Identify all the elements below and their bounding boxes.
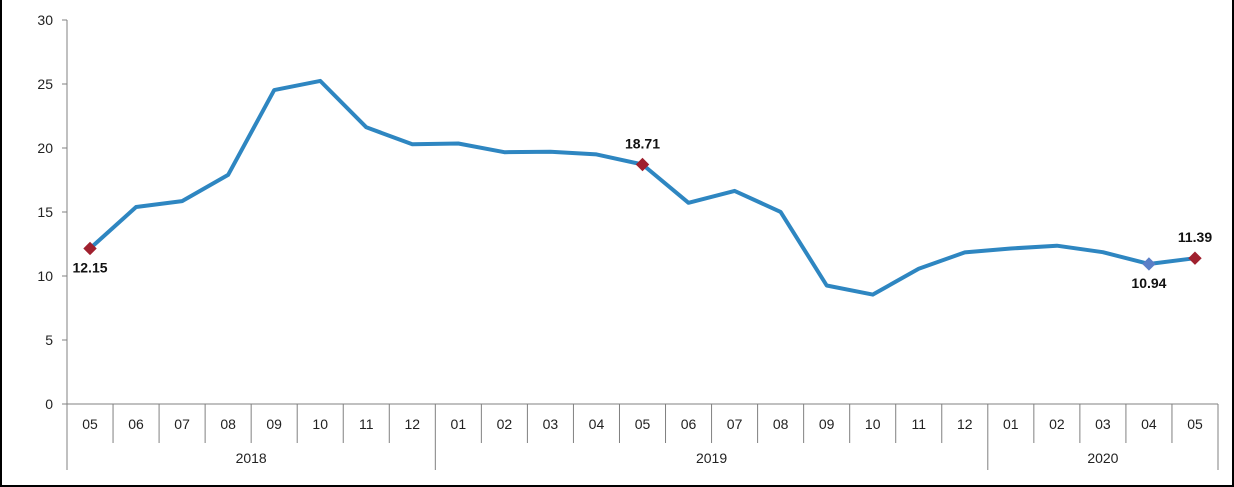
x-tick-label: 11 bbox=[359, 416, 374, 432]
x-tick-label: 10 bbox=[312, 416, 328, 432]
x-tick-label: 01 bbox=[451, 416, 467, 432]
y-axis: 0 5 10 15 20 25 30 bbox=[37, 12, 68, 412]
x-tick-label: 07 bbox=[174, 416, 190, 432]
x-tick-label: 12 bbox=[405, 416, 421, 432]
x-tick-label: 05 bbox=[82, 416, 98, 432]
y-tick-label: 30 bbox=[37, 12, 53, 28]
x-tick-label: 12 bbox=[957, 416, 973, 432]
y-tick-label: 15 bbox=[37, 204, 53, 220]
x-tick-label: 08 bbox=[220, 416, 236, 432]
markers-group bbox=[83, 157, 1202, 271]
x-tick-label: 02 bbox=[1049, 416, 1065, 432]
x-tick-label: 06 bbox=[128, 416, 144, 432]
data-point-marker bbox=[1142, 257, 1156, 271]
y-tick-label: 20 bbox=[37, 140, 53, 156]
data-point-marker bbox=[83, 241, 97, 256]
x-tick-label: 10 bbox=[865, 416, 881, 432]
x-tick-label: 03 bbox=[1095, 416, 1111, 432]
data-point-label: 12.15 bbox=[72, 259, 107, 275]
x-tick-label: 02 bbox=[497, 416, 513, 432]
data-point-label: 10.94 bbox=[1131, 275, 1166, 291]
year-group-label: 2020 bbox=[1087, 450, 1118, 466]
y-tick-label: 5 bbox=[45, 332, 53, 348]
data-point-label: 11.39 bbox=[1178, 229, 1212, 245]
x-tick-label: 07 bbox=[727, 416, 743, 432]
x-tick-label: 03 bbox=[543, 416, 559, 432]
x-tick-label: 09 bbox=[266, 416, 282, 432]
x-tick-label: 11 bbox=[911, 416, 926, 432]
x-tick-label: 04 bbox=[1141, 416, 1157, 432]
x-tick-label: 04 bbox=[589, 416, 605, 432]
data-labels-group: 12.15 18.71 10.94 11.39 bbox=[72, 136, 1212, 291]
year-group-label: 2019 bbox=[696, 450, 727, 466]
data-point-label: 18.71 bbox=[625, 136, 660, 152]
series-group bbox=[88, 78, 1197, 297]
data-point-marker bbox=[635, 157, 650, 172]
data-point-marker bbox=[1188, 251, 1202, 265]
year-group-label: 2018 bbox=[236, 450, 267, 466]
x-tick-label: 08 bbox=[773, 416, 789, 432]
y-tick-label: 25 bbox=[37, 76, 53, 92]
x-tick-label: 06 bbox=[681, 416, 697, 432]
series-line bbox=[88, 78, 1197, 297]
x-tick-label: 05 bbox=[1187, 416, 1203, 432]
y-tick-label: 10 bbox=[37, 268, 53, 284]
x-tick-label: 05 bbox=[635, 416, 651, 432]
x-tick-label: 01 bbox=[1003, 416, 1019, 432]
x-tick-label: 09 bbox=[819, 416, 835, 432]
x-axis: 05 06 07 08 09 10 11 12 01 02 03 04 05 06 07 08 09 10 11 12… bbox=[66, 403, 1219, 470]
y-tick-label: 0 bbox=[45, 396, 53, 412]
